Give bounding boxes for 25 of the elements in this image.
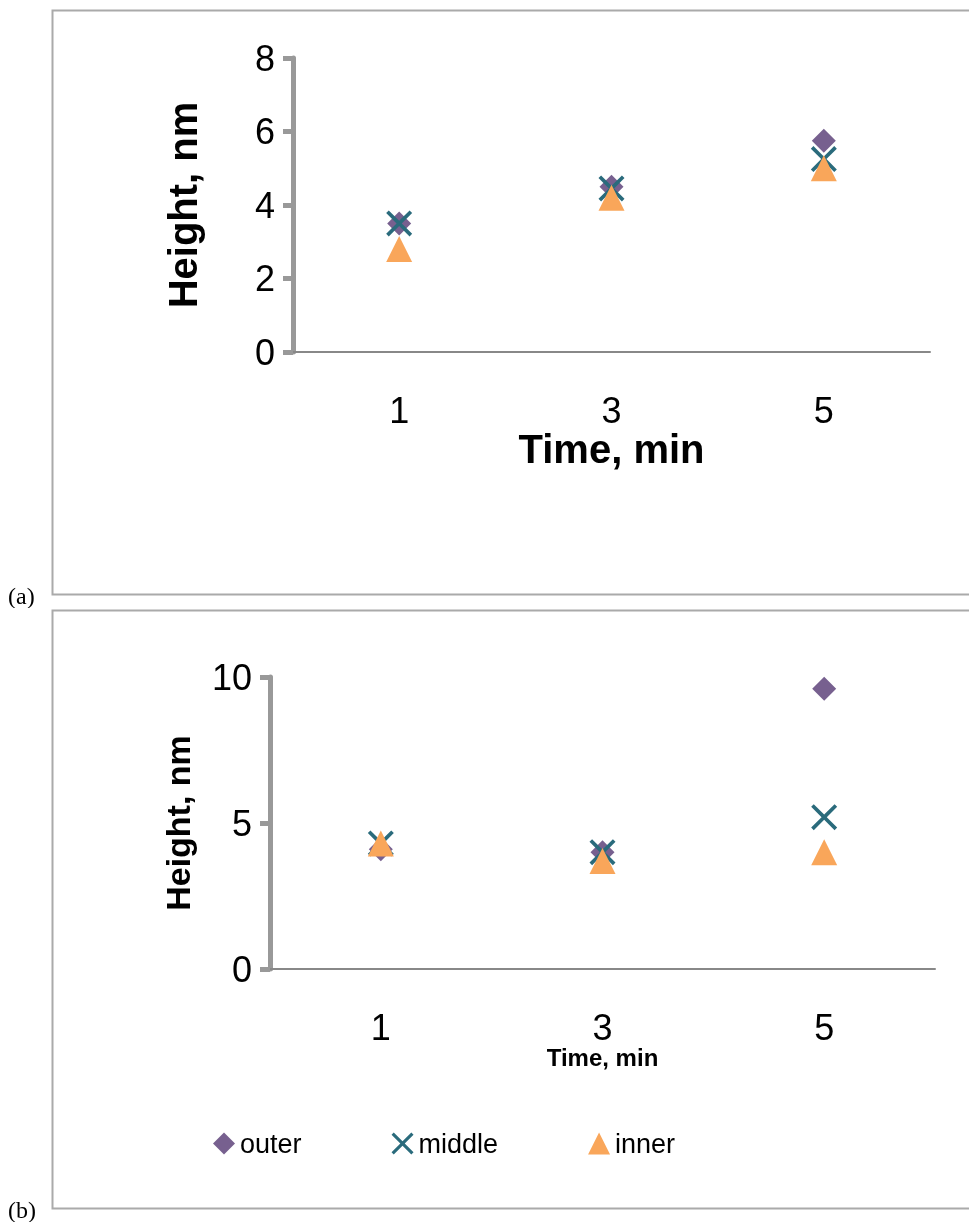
- x-tick-label: 5: [814, 1006, 835, 1048]
- legend-label: outer: [240, 1128, 302, 1159]
- point: [811, 839, 838, 866]
- y-tick-label: 2: [254, 258, 275, 299]
- y-tick-label: 6: [254, 111, 275, 152]
- legend-label: middle: [418, 1128, 499, 1159]
- point: [589, 847, 616, 874]
- x-tick-label: 1: [370, 1006, 391, 1048]
- y-axis-title: Height, nm: [161, 101, 205, 309]
- y-tick-label: 10: [211, 656, 252, 698]
- legend-label: inner: [615, 1128, 676, 1159]
- x-tick-label: 5: [813, 389, 834, 431]
- y-tick-label: 0: [254, 331, 275, 373]
- point: [598, 184, 625, 211]
- point: [811, 804, 838, 831]
- y-tick-label: 0: [231, 948, 252, 990]
- y-axis-title: Height, nm: [159, 735, 197, 911]
- point: [386, 236, 413, 263]
- y-tick-label: 5: [231, 802, 252, 844]
- y-tick-label: 4: [254, 184, 275, 226]
- x-tick-label: 1: [389, 389, 410, 431]
- point: [810, 155, 837, 182]
- point: [811, 128, 836, 153]
- point: [812, 676, 837, 701]
- y-tick-label: 8: [254, 37, 275, 79]
